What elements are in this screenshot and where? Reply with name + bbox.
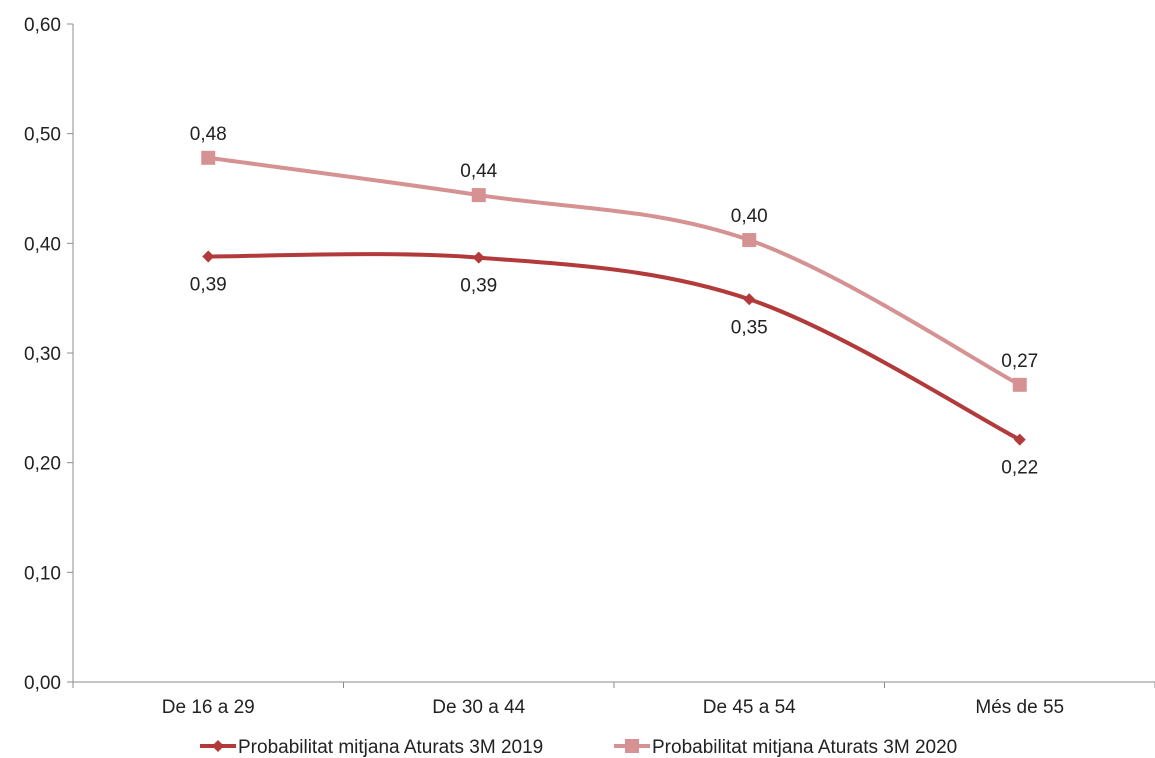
series-line-1 bbox=[206, 252, 1022, 442]
y-tick-label: 0,20 bbox=[24, 454, 61, 475]
legend-swatch-marker bbox=[212, 740, 224, 752]
legend-label: Probabilitat mitjana Aturats 3M 2019 bbox=[238, 737, 543, 758]
data-label: 0,39 bbox=[460, 276, 497, 297]
data-label: 0,22 bbox=[1001, 458, 1038, 479]
y-tick-label: 0,60 bbox=[24, 15, 61, 36]
y-tick-label: 0,40 bbox=[24, 234, 61, 255]
series-1-point bbox=[202, 250, 215, 263]
data-labels: 0,39 0,39 0,35 0,22 0,48 0,44 0,40 0,27 bbox=[190, 124, 1038, 479]
x-tick-label: Més de 55 bbox=[975, 697, 1064, 718]
series-1-point bbox=[1013, 433, 1026, 446]
series-2-point bbox=[471, 188, 486, 203]
legend: Probabilitat mitjana Aturats 3M 2019 Prob… bbox=[200, 737, 957, 758]
x-tick-label: De 30 a 44 bbox=[432, 697, 525, 718]
x-tick-label: De 45 a 54 bbox=[703, 697, 796, 718]
y-tick-label: 0,10 bbox=[24, 563, 61, 584]
data-label: 0,39 bbox=[190, 274, 227, 295]
data-label: 0,44 bbox=[460, 161, 497, 182]
axes: 0,00 0,10 0,20 0,30 0,40 0,50 0,60 De 16 a 29 De… bbox=[24, 15, 1155, 718]
data-label: 0,27 bbox=[1001, 351, 1038, 372]
series-1-point bbox=[472, 251, 485, 264]
data-label: 0,35 bbox=[731, 317, 768, 338]
x-tick-label: De 16 a 29 bbox=[162, 697, 255, 718]
data-label: 0,48 bbox=[190, 124, 227, 145]
y-tick-label: 0,30 bbox=[24, 344, 61, 365]
series-lines bbox=[201, 150, 1027, 446]
y-tick-label: 0,50 bbox=[24, 125, 61, 146]
data-label: 0,40 bbox=[731, 206, 768, 227]
series-line-2 bbox=[206, 155, 1022, 387]
series-1-point bbox=[743, 293, 756, 306]
legend-label: Probabilitat mitjana Aturats 3M 2020 bbox=[652, 737, 957, 758]
series-2-point bbox=[742, 233, 757, 248]
series-2-point bbox=[1012, 377, 1027, 392]
y-tick-label: 0,00 bbox=[24, 673, 61, 694]
legend-swatch-marker bbox=[625, 739, 639, 753]
series-2-point bbox=[201, 150, 216, 165]
